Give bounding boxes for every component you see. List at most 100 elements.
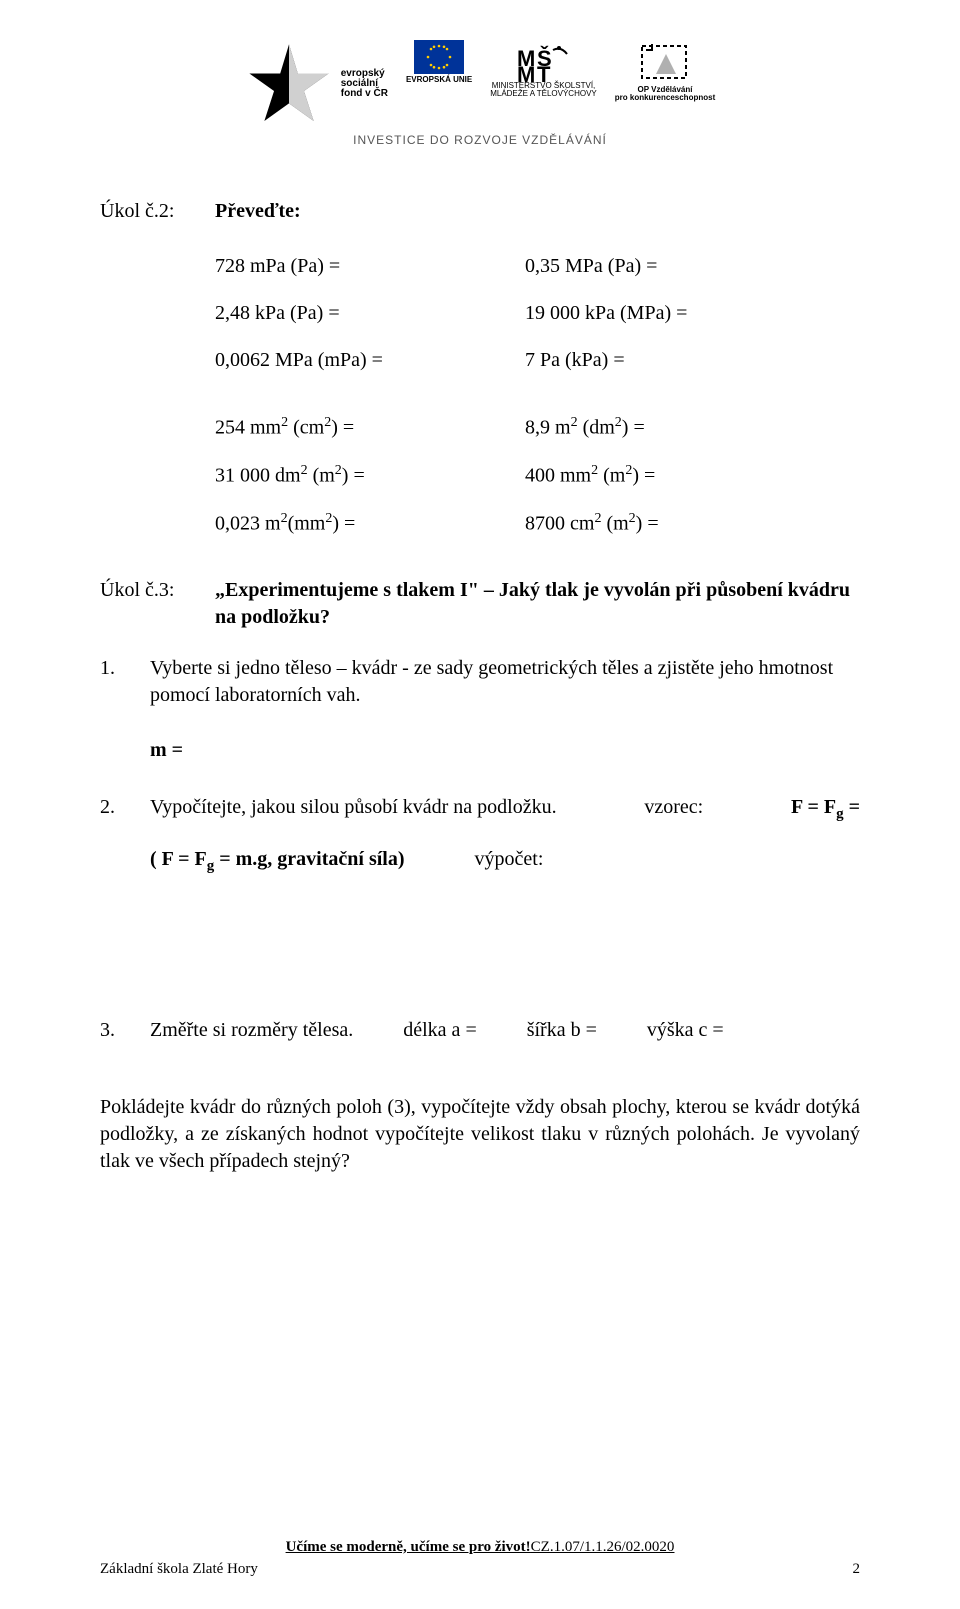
- txt: ) =: [332, 512, 355, 534]
- conversion-pair: 2,48 kPa (Pa) = 19 000 kPa (MPa) =: [215, 300, 860, 327]
- txt: (dm: [578, 417, 615, 439]
- txt: (mm: [288, 512, 326, 534]
- txt: ) =: [342, 465, 365, 487]
- eu-logo-group: EVROPSKÁ UNIE: [406, 40, 472, 84]
- txt: ) =: [632, 465, 655, 487]
- svg-text:T: T: [537, 62, 551, 82]
- txt: ( F = F: [150, 848, 207, 870]
- task3-item3: 3. Změřte si rozměry tělesa. délka a = š…: [100, 1017, 860, 1044]
- msmt-icon: M Š M T: [515, 40, 571, 82]
- txt: 0,023 m: [215, 512, 281, 534]
- footer-page-number: 2: [853, 1559, 861, 1579]
- eu-label: EVROPSKÁ UNIE: [406, 76, 472, 84]
- conversion-rhs: 19 000 kPa (MPa) =: [525, 300, 687, 327]
- task3-item1: 1. Vyberte si jedno těleso – kvádr - ze …: [100, 655, 860, 709]
- esf-logo-group: evropský sociální fond v ČR: [245, 40, 388, 128]
- task3-item2: 2. Vypočítejte, jakou silou působí kvádr…: [100, 794, 860, 824]
- opvk-logo-group: OP Vzdělávání pro konkurenceschopnost: [615, 40, 715, 103]
- conversion-lhs: 0,023 m2(mm2) =: [215, 510, 525, 538]
- footer-line2: Základní škola Zlaté Hory 2: [100, 1559, 860, 1579]
- txt: (cm: [288, 417, 324, 439]
- txt: 254 mm: [215, 417, 281, 439]
- page: evropský sociální fond v ČR: [0, 0, 960, 1609]
- opvk-line2: pro konkurenceschopnost: [615, 94, 715, 102]
- sup: 2: [629, 511, 636, 526]
- task3-paragraph: Pokládejte kvádr do různých poloh (3), v…: [100, 1094, 860, 1175]
- sup: 2: [335, 463, 342, 478]
- conversion-pair: 0,0062 MPa (mPa) = 7 Pa (kPa) =: [215, 347, 860, 374]
- task2-pairs-plain: 728 mPa (Pa) = 0,35 MPa (Pa) = 2,48 kPa …: [215, 253, 860, 374]
- sup: 2: [301, 463, 308, 478]
- task2-label: Úkol č.2:: [100, 198, 215, 225]
- task3-section: Úkol č.3: „Experimentujeme s tlakem I" –…: [100, 577, 860, 1175]
- txt: (m: [308, 465, 335, 487]
- txt: 8,9 m: [525, 417, 571, 439]
- txt: ) =: [622, 417, 645, 439]
- item2-text: Vypočítejte, jakou silou působí kvádr na…: [150, 794, 557, 824]
- task3-header-row: Úkol č.3: „Experimentujeme s tlakem I" –…: [100, 577, 860, 631]
- item-text: Vyberte si jedno těleso – kvádr - ze sad…: [150, 655, 860, 709]
- esf-star-icon: [245, 40, 333, 128]
- height-c: výška c =: [647, 1017, 724, 1044]
- task3-label: Úkol č.3:: [100, 577, 215, 631]
- item-number: 2.: [100, 794, 150, 824]
- item2-vzorec-label: vzorec:: [644, 794, 703, 824]
- conversion-rhs: 0,35 MPa (Pa) =: [525, 253, 657, 280]
- conversion-pair: 254 mm2 (cm2) = 8,9 m2 (dm2) =: [215, 414, 860, 442]
- eu-flag-icon: [414, 40, 464, 74]
- length-a: délka a =: [403, 1017, 476, 1044]
- item3-text: Změřte si rozměry tělesa.: [150, 1017, 353, 1044]
- footer-code: CZ.1.07/1.1.26/02.0020: [531, 1539, 675, 1555]
- item2-formula: F = Fg =: [791, 794, 860, 824]
- item-number: 3.: [100, 1017, 150, 1044]
- footer-line1: Učíme se moderně, učíme se pro život!CZ.…: [100, 1537, 860, 1557]
- sup: 2: [571, 415, 578, 430]
- conversion-lhs: 254 mm2 (cm2) =: [215, 414, 525, 442]
- txt: F = F: [791, 796, 836, 818]
- conversion-rhs: 400 mm2 (m2) =: [525, 462, 655, 490]
- conversion-rhs: 8700 cm2 (m2) =: [525, 510, 659, 538]
- sup: 2: [615, 415, 622, 430]
- svg-text:M: M: [517, 62, 535, 82]
- msmt-line2: MLÁDEŽE A TĚLOVÝCHOVY: [490, 90, 597, 98]
- txt: 400 mm: [525, 465, 591, 487]
- txt: ) =: [636, 512, 659, 534]
- width-b: šířka b =: [527, 1017, 597, 1044]
- task2-title: Převeďte:: [215, 198, 301, 225]
- txt: = m.g, gravitační síla): [214, 848, 404, 870]
- txt: (m: [601, 512, 628, 534]
- footer-motto: Učíme se moderně, učíme se pro život!: [286, 1539, 531, 1555]
- header-logo-strip: evropský sociální fond v ČR: [100, 40, 860, 128]
- conversion-lhs: 728 mPa (Pa) =: [215, 253, 525, 280]
- conversion-pair: 0,023 m2(mm2) = 8700 cm2 (m2) =: [215, 510, 860, 538]
- conversion-lhs: 2,48 kPa (Pa) =: [215, 300, 525, 327]
- page-footer: Učíme se moderně, učíme se pro život!CZ.…: [100, 1537, 860, 1580]
- txt: =: [844, 796, 860, 818]
- conversion-pair: 728 mPa (Pa) = 0,35 MPa (Pa) =: [215, 253, 860, 280]
- header-tagline: INVESTICE DO ROZVOJE VZDĚLÁVÁNÍ: [100, 132, 860, 148]
- msmt-logo-group: M Š M T MINISTERSTVO ŠKOLSTVÍ, MLÁDEŽE A…: [490, 40, 597, 99]
- task2-pairs-sup: 254 mm2 (cm2) = 8,9 m2 (dm2) = 31 000 dm…: [215, 414, 860, 537]
- txt: 31 000 dm: [215, 465, 301, 487]
- conversion-lhs: 31 000 dm2 (m2) =: [215, 462, 525, 490]
- footer-school: Základní škola Zlaté Hory: [100, 1559, 258, 1579]
- sup: 2: [281, 511, 288, 526]
- conversion-rhs: 7 Pa (kPa) =: [525, 347, 625, 374]
- item-number: 1.: [100, 655, 150, 709]
- task3-title: „Experimentujeme s tlakem I" – Jaký tlak…: [215, 577, 860, 631]
- conversion-rhs: 8,9 m2 (dm2) =: [525, 414, 645, 442]
- esf-line: fond v ČR: [341, 89, 388, 99]
- esf-text: evropský sociální fond v ČR: [341, 69, 388, 99]
- opvk-icon: [636, 40, 694, 86]
- task2-header-row: Úkol č.2: Převeďte:: [100, 198, 860, 225]
- txt: ) =: [331, 417, 354, 439]
- item2-subline: ( F = Fg = m.g, gravitační síla) výpočet…: [150, 846, 860, 876]
- txt: (m: [598, 465, 625, 487]
- item2-vypocet-label: výpočet:: [475, 846, 544, 876]
- item2-line: Vypočítejte, jakou silou působí kvádr na…: [150, 794, 860, 824]
- item3-line: Změřte si rozměry tělesa. délka a = šířk…: [150, 1017, 860, 1044]
- conversion-lhs: 0,0062 MPa (mPa) =: [215, 347, 525, 374]
- item2-paren: ( F = Fg = m.g, gravitační síla): [150, 846, 405, 876]
- sub: g: [836, 806, 844, 822]
- conversion-pair: 31 000 dm2 (m2) = 400 mm2 (m2) =: [215, 462, 860, 490]
